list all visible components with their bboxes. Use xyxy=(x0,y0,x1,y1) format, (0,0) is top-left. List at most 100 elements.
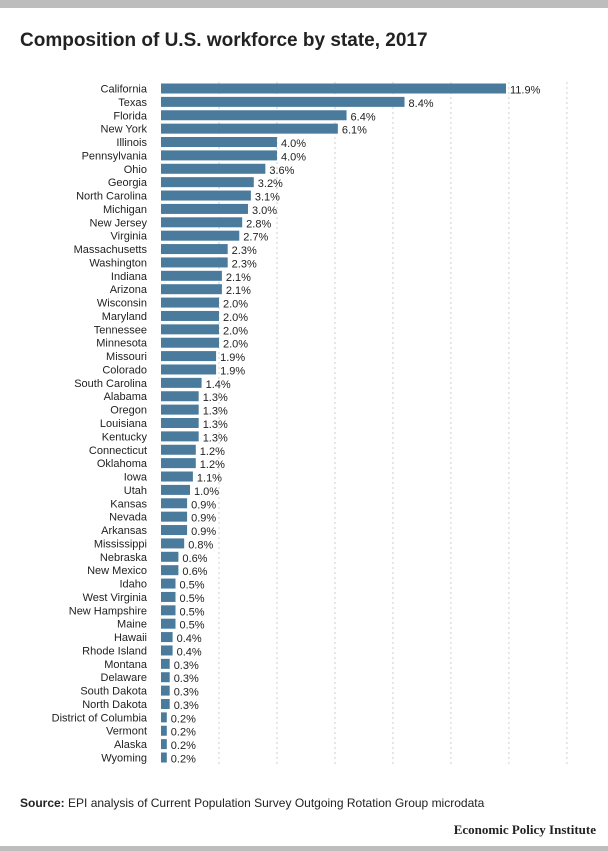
category-label: Maryland xyxy=(102,311,147,323)
bar xyxy=(161,297,219,308)
value-label: 8.4% xyxy=(409,98,434,110)
value-label: 2.0% xyxy=(223,299,248,311)
bar xyxy=(161,658,170,669)
category-label: Tennessee xyxy=(94,324,147,336)
bar xyxy=(161,203,248,214)
bar xyxy=(161,431,199,442)
bar xyxy=(161,284,222,295)
bar xyxy=(161,337,219,348)
bar xyxy=(161,150,277,161)
bar xyxy=(161,484,190,495)
category-label: Utah xyxy=(124,485,147,497)
category-label: Rhode Island xyxy=(82,645,147,657)
bar xyxy=(161,230,240,241)
bar xyxy=(161,364,217,375)
bar xyxy=(161,96,405,107)
category-label: Alabama xyxy=(104,391,148,403)
value-label: 0.4% xyxy=(177,646,202,658)
bar xyxy=(161,525,188,536)
value-label: 0.8% xyxy=(188,539,213,551)
bar xyxy=(161,404,199,415)
value-label: 1.3% xyxy=(203,432,228,444)
bar xyxy=(161,163,266,174)
bar xyxy=(161,498,188,509)
value-label: 0.3% xyxy=(174,687,199,699)
bar xyxy=(161,83,506,94)
bar xyxy=(161,177,254,188)
category-label: New York xyxy=(101,124,148,136)
category-label: Georgia xyxy=(108,177,148,189)
category-label: North Dakota xyxy=(82,699,148,711)
bar xyxy=(161,458,196,469)
category-label: California xyxy=(101,84,148,96)
category-label: Delaware xyxy=(101,672,147,684)
category-label: Wisconsin xyxy=(97,298,147,310)
category-label: Virginia xyxy=(111,231,148,243)
category-label: Ohio xyxy=(124,164,147,176)
category-label: New Mexico xyxy=(87,565,147,577)
category-label: Arkansas xyxy=(101,525,147,537)
bar xyxy=(161,739,167,750)
bar xyxy=(161,752,167,763)
category-label: Connecticut xyxy=(89,445,147,457)
value-label: 4.0% xyxy=(281,138,306,150)
category-label: Pennsylvania xyxy=(82,150,148,162)
value-label: 6.4% xyxy=(351,111,376,123)
category-label: District of Columbia xyxy=(52,712,148,724)
value-label: 2.1% xyxy=(226,272,251,284)
bar xyxy=(161,190,251,201)
value-label: 1.1% xyxy=(197,473,222,485)
category-label: Wyoming xyxy=(101,753,147,765)
category-label: Massachusetts xyxy=(74,244,148,256)
bar xyxy=(161,632,173,643)
value-label: 2.8% xyxy=(246,218,271,230)
bar xyxy=(161,391,199,402)
bar xyxy=(161,310,219,321)
category-label: Louisiana xyxy=(100,418,148,430)
value-label: 2.0% xyxy=(223,339,248,351)
category-label: Oklahoma xyxy=(97,458,148,470)
value-label: 0.5% xyxy=(179,620,204,632)
chart-title: Composition of U.S. workforce by state, … xyxy=(20,30,428,51)
category-label: Nebraska xyxy=(100,552,148,564)
category-label: Mississippi xyxy=(94,538,147,550)
category-label: Texas xyxy=(118,97,147,109)
category-label: Vermont xyxy=(106,726,147,738)
value-label: 0.3% xyxy=(174,660,199,672)
value-label: 1.2% xyxy=(200,446,225,458)
value-label: 2.0% xyxy=(223,312,248,324)
category-label: Missouri xyxy=(106,351,147,363)
category-label: Washington xyxy=(89,257,147,269)
value-label: 11.9% xyxy=(510,85,541,97)
value-label: 1.3% xyxy=(203,406,228,418)
category-label: South Dakota xyxy=(80,686,148,698)
value-label: 4.0% xyxy=(281,151,306,163)
bar xyxy=(161,672,170,683)
category-label: Colorado xyxy=(102,364,147,376)
value-label: 1.9% xyxy=(220,365,245,377)
value-label: 3.6% xyxy=(269,165,294,177)
bar xyxy=(161,324,219,335)
category-label: Alaska xyxy=(114,739,148,751)
category-label: Illinois xyxy=(116,137,147,149)
value-label: 1.9% xyxy=(220,352,245,364)
value-label: 2.7% xyxy=(243,232,268,244)
category-label: Hawaii xyxy=(114,632,147,644)
value-label: 0.4% xyxy=(177,633,202,645)
value-label: 0.2% xyxy=(171,740,196,752)
value-label: 0.2% xyxy=(171,727,196,739)
bar xyxy=(161,217,243,228)
value-label: 0.9% xyxy=(191,499,216,511)
value-label: 0.6% xyxy=(182,553,207,565)
source-note: Source: EPI analysis of Current Populati… xyxy=(20,796,484,810)
source-text: EPI analysis of Current Population Surve… xyxy=(68,796,485,810)
value-label: 1.2% xyxy=(200,459,225,471)
bar xyxy=(161,725,167,736)
bar xyxy=(161,565,179,576)
category-label: Indiana xyxy=(111,271,148,283)
bar xyxy=(161,471,193,482)
bar xyxy=(161,538,185,549)
bar xyxy=(161,123,338,134)
bar-chart: California 11.9% Texas 8.4% Florida 6.4% New Y… xyxy=(52,82,568,766)
category-label: New Jersey xyxy=(90,217,148,229)
